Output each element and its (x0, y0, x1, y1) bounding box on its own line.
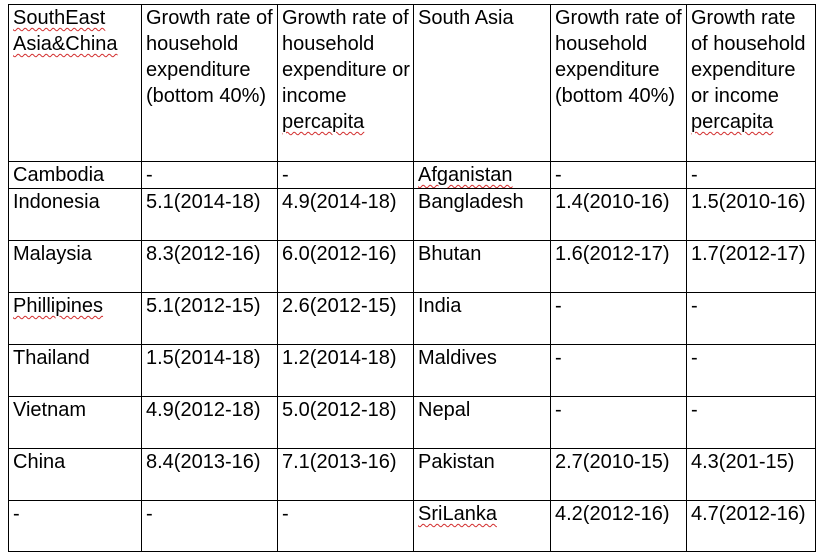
sa-bottom40-cell: - (550, 396, 687, 449)
sea-bottom40-cell: 8.4(2013-16) (141, 448, 278, 501)
sea-percapita-cell: 1.2(2014-18) (277, 344, 414, 397)
sea-percapita-cell: 2.6(2012-15) (277, 292, 414, 345)
sea-percapita-cell: 5.0(2012-18) (277, 396, 414, 449)
sea-percapita-cell: 7.1(2013-16) (277, 448, 414, 501)
header-cell-sa-region: South Asia (413, 4, 551, 162)
sa-bottom40-cell: 2.7(2010-15) (550, 448, 687, 501)
sea-region-heading: SouthEast Asia&China (13, 7, 118, 55)
sa-country-cell: Bhutan (413, 240, 551, 293)
table-header-row: SouthEast Asia&China Growth rate of hous… (8, 4, 816, 162)
table-row: Vietnam 4.9(2012-18) 5.0(2012-18) Nepal … (8, 396, 816, 449)
table-row: China 8.4(2013-16) 7.1(2013-16) Pakistan… (8, 448, 816, 501)
sea-country-cell: Cambodia (8, 161, 142, 189)
table-row: Phillipines 5.1(2012-15) 2.6(2012-15) In… (8, 292, 816, 345)
sea-percapita-cell: 4.9(2014-18) (277, 188, 414, 241)
sa-percapita-cell: - (686, 292, 816, 345)
sa-bottom40-cell: 1.4(2010-16) (550, 188, 687, 241)
table-row: Cambodia - - Afganistan - - (8, 161, 816, 189)
header-cell-sea-percapita: Growth rate of household expenditure or … (277, 4, 414, 162)
sa-country-cell: Bangladesh (413, 188, 551, 241)
sa-bottom40-cell: - (550, 161, 687, 189)
sa-country-cell: India (413, 292, 551, 345)
sea-bottom40-cell: 5.1(2012-15) (141, 292, 278, 345)
sea-country-name: Phillipines (13, 295, 104, 317)
sea-percapita-heading-word: percapita (282, 111, 365, 133)
sea-bottom40-cell: - (141, 500, 278, 552)
sa-percapita-heading-word: percapita (691, 111, 774, 133)
sa-country-name: SriLanka (418, 503, 497, 525)
sa-bottom40-cell: - (550, 344, 687, 397)
sa-percapita-cell: 4.7(2012-16) (686, 500, 816, 552)
growth-rate-table: SouthEast Asia&China Growth rate of hous… (8, 4, 816, 552)
sea-country-cell: Malaysia (8, 240, 142, 293)
sea-country-cell: Vietnam (8, 396, 142, 449)
sa-country-cell: Pakistan (413, 448, 551, 501)
sa-percapita-heading-text: Growth rate of household expenditure or … (691, 7, 806, 107)
header-cell-sa-percapita: Growth rate of household expenditure or … (686, 4, 816, 162)
sa-percapita-cell: 1.7(2012-17) (686, 240, 816, 293)
sea-bottom40-cell: 1.5(2014-18) (141, 344, 278, 397)
sa-country-name: Afganistan (418, 164, 513, 186)
sa-country-cell: Maldives (413, 344, 551, 397)
sa-country-cell: SriLanka (413, 500, 551, 552)
sea-percapita-cell: - (277, 500, 414, 552)
sa-percapita-cell: 1.5(2010-16) (686, 188, 816, 241)
sea-country-cell: Indonesia (8, 188, 142, 241)
sea-country-cell: China (8, 448, 142, 501)
sa-percapita-cell: - (686, 344, 816, 397)
sea-bottom40-cell: - (141, 161, 278, 189)
sea-bottom40-cell: 5.1(2014-18) (141, 188, 278, 241)
sea-percapita-cell: 6.0(2012-16) (277, 240, 414, 293)
header-cell-sa-bottom40: Growth rate of household expenditure (bo… (550, 4, 687, 162)
table-row: Indonesia 5.1(2014-18) 4.9(2014-18) Bang… (8, 188, 816, 241)
sea-country-cell: Thailand (8, 344, 142, 397)
table-row: Thailand 1.5(2014-18) 1.2(2014-18) Maldi… (8, 344, 816, 397)
table-row: Malaysia 8.3(2012-16) 6.0(2012-16) Bhuta… (8, 240, 816, 293)
sa-percapita-cell: - (686, 161, 816, 189)
sea-bottom40-cell: 8.3(2012-16) (141, 240, 278, 293)
sea-country-cell: Phillipines (8, 292, 142, 345)
sa-bottom40-cell: 1.6(2012-17) (550, 240, 687, 293)
sa-percapita-cell: 4.3(201-15) (686, 448, 816, 501)
header-cell-sea-bottom40: Growth rate of household expenditure (bo… (141, 4, 278, 162)
sea-percapita-heading-text: Growth rate of household expenditure or … (282, 7, 410, 107)
sa-bottom40-cell: 4.2(2012-16) (550, 500, 687, 552)
sa-bottom40-cell: - (550, 292, 687, 345)
sea-bottom40-cell: 4.9(2012-18) (141, 396, 278, 449)
sa-percapita-cell: - (686, 396, 816, 449)
sea-country-cell: - (8, 500, 142, 552)
sa-country-cell: Afganistan (413, 161, 551, 189)
sea-percapita-cell: - (277, 161, 414, 189)
sa-country-cell: Nepal (413, 396, 551, 449)
header-cell-sea-region: SouthEast Asia&China (8, 4, 142, 162)
table-row: - - - SriLanka 4.2(2012-16) 4.7(2012-16) (8, 500, 816, 552)
